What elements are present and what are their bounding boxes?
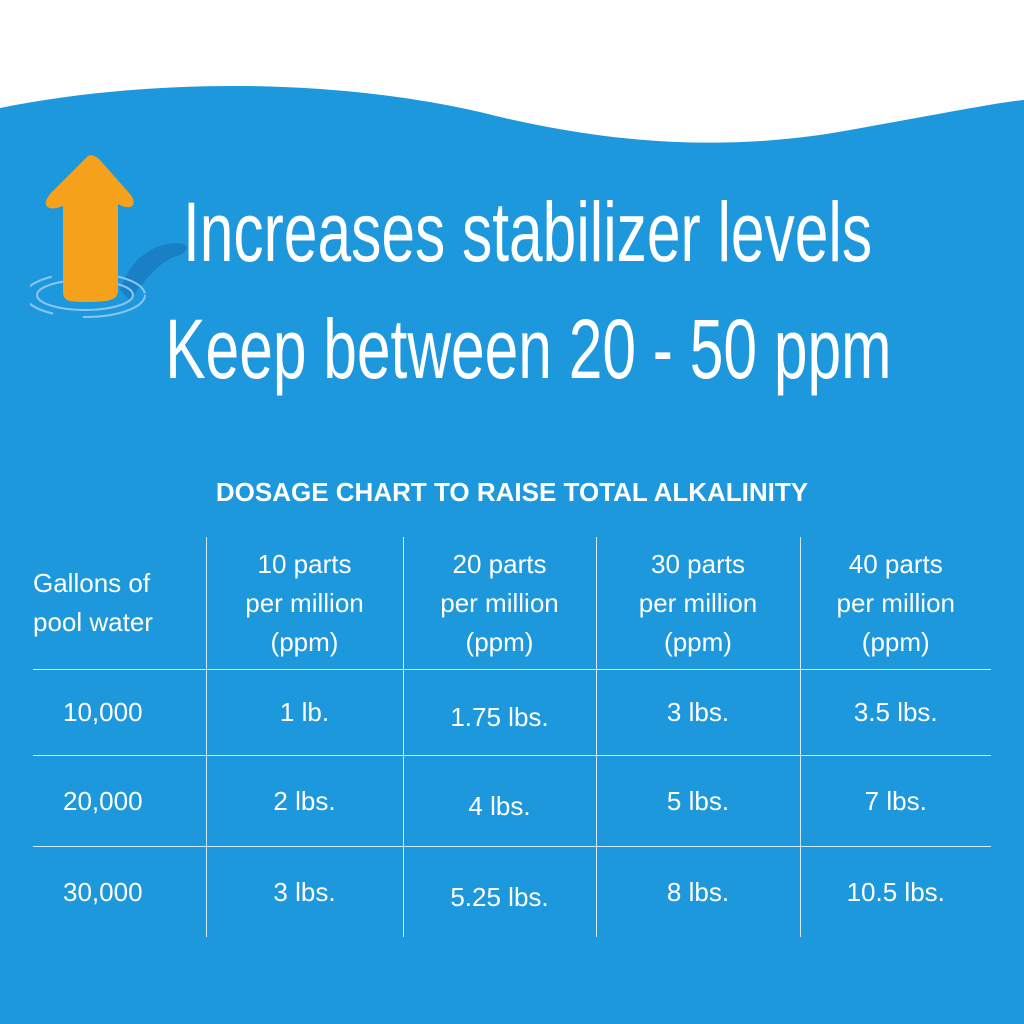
cell-30ppm: 3 lbs. bbox=[595, 669, 800, 756]
header-gallons: Gallons of pool water bbox=[33, 537, 206, 670]
cell-20ppm: 4 lbs. bbox=[402, 755, 596, 847]
cell-20ppm: 5.25 lbs. bbox=[402, 846, 596, 937]
cell-10ppm: 3 lbs. bbox=[205, 846, 403, 937]
table-header-row: Gallons of pool water 10 parts per million… bbox=[33, 537, 991, 670]
cell-30ppm: 5 lbs. bbox=[595, 755, 800, 847]
cell-40ppm: 7 lbs. bbox=[799, 755, 991, 847]
cell-gallons: 10,000 bbox=[33, 669, 206, 756]
cell-gallons: 30,000 bbox=[63, 876, 143, 907]
cell-40ppm: 10.5 lbs. bbox=[799, 846, 991, 937]
cell-10ppm: 2 lbs. bbox=[205, 755, 403, 847]
header-10ppm: 10 parts per million (ppm) bbox=[205, 537, 403, 670]
dosage-table: Gallons of pool water 10 parts per million… bbox=[33, 537, 991, 937]
up-arrow-in-water-icon bbox=[30, 155, 187, 318]
header-30ppm: 30 parts per million (ppm) bbox=[595, 537, 800, 670]
cell-30ppm: 8 lbs. bbox=[595, 846, 800, 937]
cell-gallons: 20,000 bbox=[33, 755, 206, 847]
header-20ppm: 20 parts per million (ppm) bbox=[402, 537, 596, 670]
headline-line-2: Keep between 20 - 50 ppm bbox=[164, 302, 892, 396]
headline-line-1: Increases stabilizer levels bbox=[183, 185, 873, 279]
table-row: 10,000 1 lb. 1.75 lbs. 3 lbs. 3.5 lbs. bbox=[33, 669, 991, 756]
header-40ppm: 40 parts per million (ppm) bbox=[799, 537, 991, 670]
cell-10ppm: 1 lb. bbox=[205, 669, 403, 756]
table-row: 20,000 2 lbs. 4 lbs. 5 lbs. 7 lbs. bbox=[33, 755, 991, 847]
cell-20ppm: 1.75 lbs. bbox=[402, 669, 596, 756]
cell-40ppm: 3.5 lbs. bbox=[799, 669, 991, 756]
table-row: 30,000 3 lbs. 5.25 lbs. 8 lbs. 10.5 lbs. bbox=[33, 846, 991, 937]
table-title: DOSAGE CHART TO RAISE TOTAL ALKALINITY bbox=[215, 477, 809, 507]
